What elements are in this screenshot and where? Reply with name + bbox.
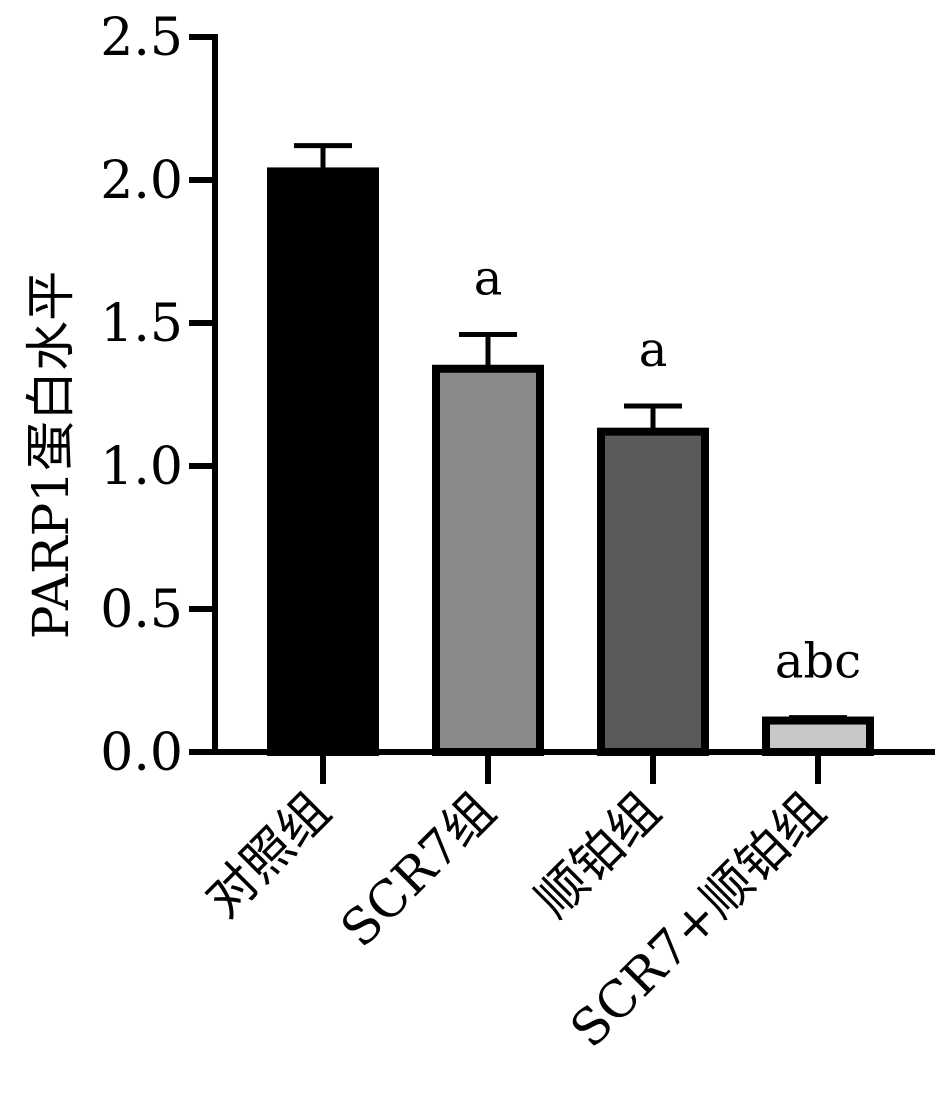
x-tick-label: SCR7组 (330, 781, 507, 958)
error-bar (624, 403, 682, 432)
y-tick-label: 0.5 (100, 580, 183, 640)
error-bar (459, 331, 517, 369)
y-tick-label: 2.0 (100, 151, 183, 211)
error-bars (294, 143, 847, 721)
error-bar (294, 143, 352, 172)
bar (267, 167, 379, 757)
significance-label: a (639, 322, 668, 378)
y-tick-label: 1.0 (100, 437, 183, 497)
x-tick-label: 顺铂组 (524, 781, 671, 928)
bar (432, 364, 544, 756)
y-tick-label: 2.5 (100, 8, 183, 68)
error-bar (789, 715, 847, 721)
significance-label: a (474, 250, 503, 306)
significance-labels: a a abc (474, 250, 861, 689)
bar (762, 716, 874, 756)
y-tick-label: 1.5 (100, 294, 183, 354)
y-tick-label: 0.0 (100, 723, 183, 783)
y-axis-ticks: 0.0 0.5 1.0 1.5 2.0 2.5 (100, 8, 215, 783)
bar (597, 427, 709, 756)
significance-label: abc (775, 634, 861, 690)
y-axis-label: PARP1蛋白水平 (22, 271, 80, 639)
x-tick-label: 对照组 (194, 781, 341, 928)
